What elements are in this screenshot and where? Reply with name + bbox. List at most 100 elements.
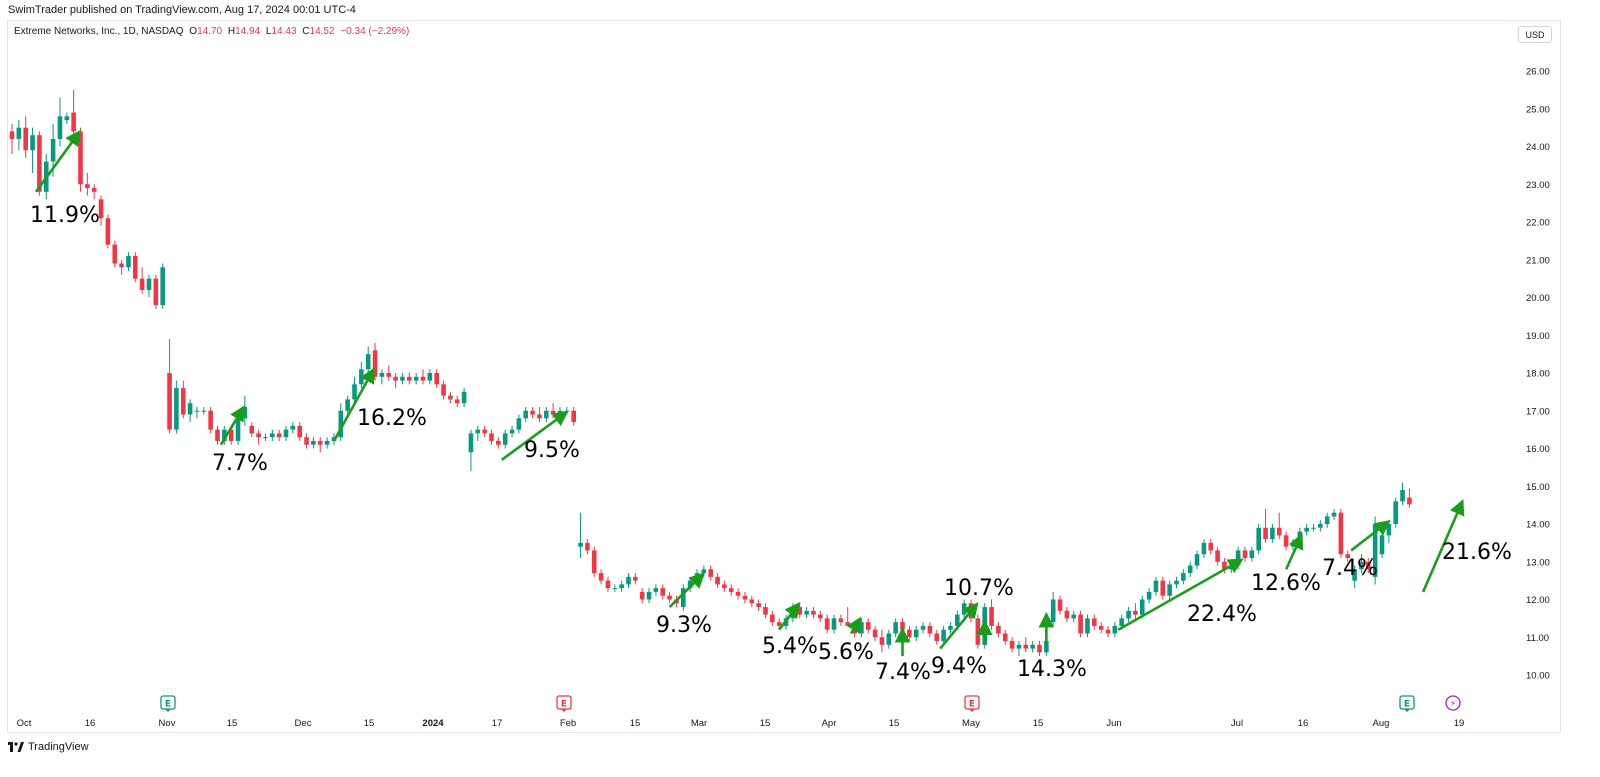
open-value: 14.70: [197, 26, 223, 37]
candle: [1057, 595, 1063, 615]
candle-body: [496, 440, 501, 445]
x-tick-label: Aug: [1373, 718, 1390, 729]
candle-body: [811, 610, 816, 615]
gain-label: 11.9%: [30, 203, 100, 228]
candle-body: [345, 399, 350, 411]
candle: [996, 622, 1001, 638]
candle: [756, 599, 761, 611]
candle-body: [571, 410, 576, 423]
candle: [872, 625, 878, 642]
candle-body: [1002, 633, 1008, 642]
candle: [502, 429, 508, 449]
candle-body: [215, 429, 220, 441]
x-tick-label: 16: [85, 718, 96, 729]
candle: [187, 399, 193, 423]
currency-button[interactable]: USD: [1518, 26, 1552, 43]
price-axis[interactable]: 10.00 11.00 12.00 13.00 14.00 15.00 16.00 17.00…: [1526, 67, 1550, 682]
candle: [9, 123, 15, 155]
candle: [317, 437, 323, 453]
candle-body: [1235, 550, 1241, 566]
candle: [831, 614, 837, 634]
candle: [633, 573, 638, 585]
candle-body: [126, 255, 131, 268]
candle-body: [715, 576, 720, 585]
candle-body: [434, 373, 439, 385]
candle-body: [770, 614, 775, 623]
gain-arrow: [1421, 499, 1465, 593]
candle-body: [78, 131, 83, 185]
candle-body: [256, 433, 261, 438]
candle: [1050, 591, 1056, 626]
candle-body: [1037, 644, 1042, 653]
candle: [893, 618, 898, 638]
tradingview-brand[interactable]: TradingView: [8, 741, 89, 753]
x-tick-label: 15: [630, 718, 641, 729]
candle-body: [865, 622, 871, 630]
candle: [1263, 508, 1268, 543]
candle: [886, 629, 892, 649]
candle: [386, 365, 392, 381]
candle-body: [934, 633, 940, 642]
candle: [324, 437, 330, 449]
candle: [276, 429, 282, 441]
gain-label: 9.5%: [524, 438, 580, 463]
candle-body: [913, 629, 919, 638]
candle-body: [359, 369, 364, 385]
candle-body: [153, 278, 159, 306]
candle: [667, 591, 672, 604]
candle-body: [633, 576, 638, 581]
candle-body: [1318, 524, 1323, 528]
candle: [1160, 576, 1166, 600]
gain-label: 12.6%: [1251, 571, 1321, 596]
candle-body: [585, 542, 590, 551]
x-tick-label: 15: [227, 718, 238, 729]
gain-label: 14.3%: [1017, 657, 1087, 682]
candle: [1379, 531, 1385, 558]
candle: [208, 406, 213, 434]
earnings-pointer: [1404, 709, 1410, 712]
candle: [160, 263, 165, 309]
candle: [722, 580, 727, 592]
candle: [763, 603, 768, 619]
candle-body: [523, 410, 529, 419]
candle: [1146, 588, 1152, 604]
candle: [105, 214, 111, 249]
candle: [660, 584, 666, 600]
candle-body: [112, 244, 118, 264]
candle-body: [1215, 550, 1220, 562]
candle: [537, 406, 542, 423]
candle: [112, 240, 118, 268]
candle-body: [222, 429, 227, 441]
candle: [407, 373, 412, 385]
candle: [1352, 565, 1357, 589]
candle: [1359, 554, 1364, 574]
candle-body: [352, 384, 357, 400]
candle: [1407, 488, 1412, 508]
candle-body: [1146, 591, 1152, 600]
candle-body: [194, 410, 200, 412]
candle-body: [489, 433, 494, 441]
candle-body: [400, 376, 405, 381]
candle: [222, 425, 227, 445]
candle: [818, 610, 823, 623]
y-tick-label: 11.00: [1526, 633, 1549, 644]
candle: [126, 252, 131, 272]
gain-label: 10.7%: [944, 576, 1014, 601]
event-label: E: [969, 700, 975, 710]
gain-label: 22.4%: [1187, 602, 1257, 627]
x-tick-label: 15: [364, 718, 375, 729]
candle: [174, 380, 179, 434]
candle-body: [948, 625, 953, 630]
candle-body: [187, 403, 193, 415]
candle-body: [516, 418, 522, 430]
candle: [708, 565, 713, 581]
close-value: 14.52: [309, 26, 335, 37]
time-axis[interactable]: Oct 16 Nov 15 Dec 15 2024 17 Feb 15 Mar 15 Apr 15 May 1…: [17, 718, 1465, 729]
event-label: E: [1404, 700, 1410, 710]
candle: [845, 607, 850, 626]
candle-body: [311, 440, 316, 445]
symbol-title: Extreme Networks, Inc., 1D, NASDAQ: [14, 26, 184, 37]
candle-body: [9, 131, 15, 139]
candle: [1105, 625, 1111, 638]
